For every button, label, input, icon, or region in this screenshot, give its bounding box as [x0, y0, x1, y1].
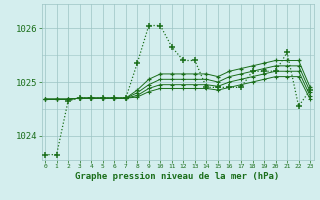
X-axis label: Graphe pression niveau de la mer (hPa): Graphe pression niveau de la mer (hPa) [76, 172, 280, 181]
